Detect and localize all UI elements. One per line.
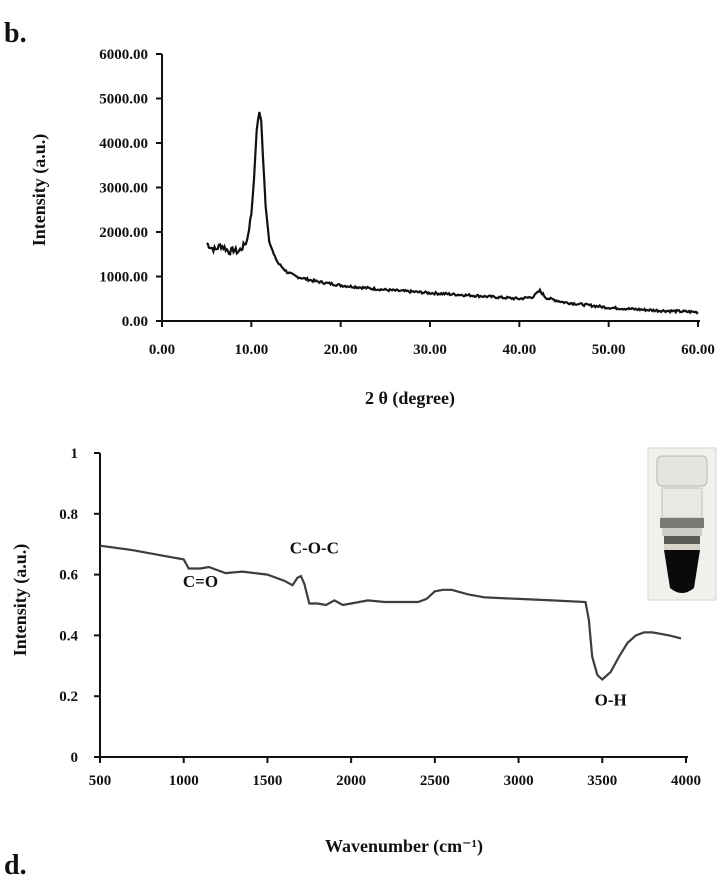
ftir-x-tick-label: 500 bbox=[89, 773, 112, 789]
xrd-y-tick-label: 4000.00 bbox=[99, 136, 148, 152]
xrd-x-tick-label: 30.00 bbox=[413, 342, 447, 358]
ftir-x-tick-label: 4000 bbox=[671, 773, 701, 789]
xrd-x-tick-label: 50.00 bbox=[592, 342, 626, 358]
ftir-x-tick-label: 2000 bbox=[336, 773, 366, 789]
ftir-y-tick-label: 0 bbox=[71, 750, 79, 766]
ftir-y-tick-label: 0.4 bbox=[59, 628, 78, 644]
xrd-chart: 0.00 1000.00 2000.00 3000.00 4000.00 5000.00 6… bbox=[29, 47, 715, 409]
ftir-x-axis-title: Wavenumber (cm⁻¹) bbox=[325, 836, 483, 857]
xrd-x-tick-label: 40.00 bbox=[502, 342, 536, 358]
ftir-chart: 0 0.2 0.4 0.6 0.8 1 500 1000 1500 2000 2500 3000 35… bbox=[10, 446, 701, 857]
ftir-y-tick-label: 1 bbox=[71, 446, 79, 462]
ftir-annotation: O-H bbox=[595, 690, 627, 709]
ftir-y-tick-label: 0.2 bbox=[59, 689, 78, 705]
xrd-series-line bbox=[206, 111, 699, 315]
ftir-annotation: C=O bbox=[183, 572, 218, 591]
xrd-y-axis-title: Intensity (a.u.) bbox=[29, 134, 50, 247]
xrd-x-axis-title: 2 θ (degree) bbox=[365, 388, 455, 409]
ftir-x-tick-label: 2500 bbox=[420, 773, 450, 789]
ftir-y-axis-title: Intensity (a.u.) bbox=[10, 544, 31, 657]
ftir-x-tick-label: 3500 bbox=[587, 773, 617, 789]
vial-photo-icon bbox=[647, 447, 717, 601]
xrd-y-tick-label: 5000.00 bbox=[99, 92, 148, 108]
panel-label-d: d. bbox=[4, 850, 27, 880]
xrd-y-tick-label: 1000.00 bbox=[99, 270, 148, 286]
ftir-annotation: C-O-C bbox=[290, 538, 339, 557]
ftir-x-tick-label: 3000 bbox=[504, 773, 534, 789]
ftir-x-tick-label: 1500 bbox=[252, 773, 282, 789]
ftir-x-tick-label: 1000 bbox=[169, 773, 199, 789]
xrd-x-tick-label: 10.00 bbox=[234, 342, 268, 358]
xrd-x-tick-label: 20.00 bbox=[324, 342, 358, 358]
panel-label-b: b. bbox=[4, 18, 27, 49]
xrd-y-tick-label: 3000.00 bbox=[99, 181, 148, 197]
ftir-y-tick-label: 0.8 bbox=[59, 507, 78, 523]
xrd-y-tick-label: 2000.00 bbox=[99, 225, 148, 241]
xrd-x-tick-label: 0.00 bbox=[149, 342, 175, 358]
ftir-series-line bbox=[99, 544, 682, 681]
ftir-y-tick-label: 0.6 bbox=[59, 568, 78, 584]
xrd-y-tick-label: 6000.00 bbox=[99, 47, 148, 63]
xrd-x-tick-label: 60.00 bbox=[681, 342, 715, 358]
xrd-y-tick-label: 0.00 bbox=[122, 314, 148, 330]
